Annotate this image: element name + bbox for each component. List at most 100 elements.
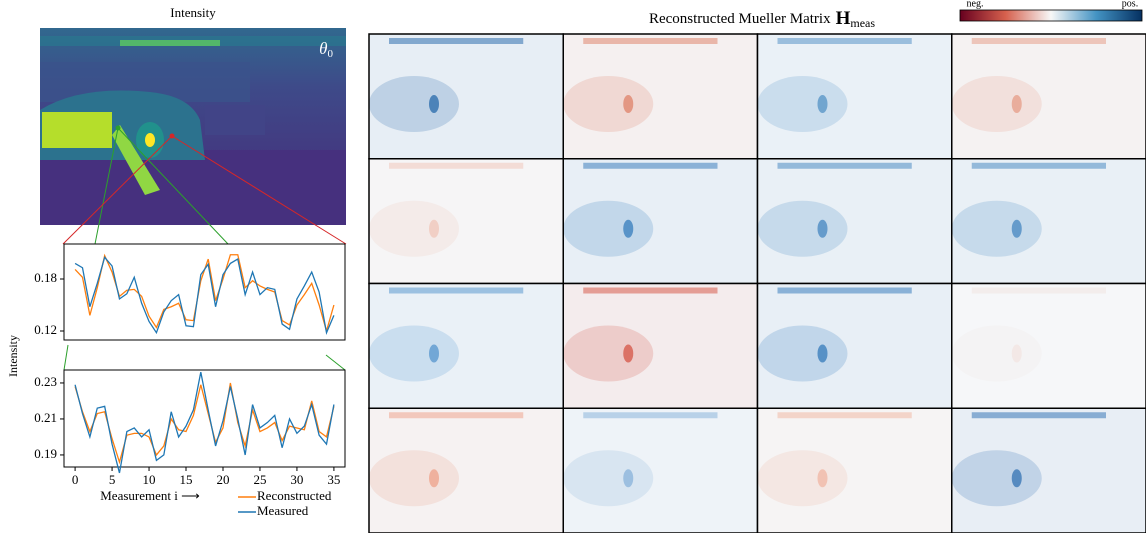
panel-wash bbox=[951, 283, 1146, 409]
x-tick-label: 20 bbox=[216, 472, 229, 487]
panel-shade bbox=[757, 325, 848, 382]
panel-wash bbox=[563, 158, 758, 284]
x-axis-label: Measurement i ⟶ bbox=[100, 488, 200, 503]
panel-band bbox=[971, 412, 1106, 419]
panel-band bbox=[389, 412, 524, 419]
theta-subscript: 0 bbox=[328, 48, 334, 60]
intensity-image bbox=[40, 28, 346, 225]
panel-band bbox=[583, 162, 718, 169]
panel-band bbox=[777, 38, 912, 44]
y-tick-label: 0.19 bbox=[34, 446, 57, 461]
panel-wash bbox=[951, 408, 1146, 533]
panel-shade bbox=[951, 76, 1042, 132]
mueller-panel bbox=[369, 283, 564, 409]
panel-spot bbox=[623, 344, 634, 363]
series-line bbox=[74, 382, 335, 465]
panel-band bbox=[777, 412, 912, 419]
mueller-grid bbox=[368, 33, 1146, 533]
panel-spot bbox=[817, 219, 828, 238]
panel-band bbox=[389, 162, 524, 169]
panel-wash bbox=[369, 158, 564, 284]
mueller-symbol: H bbox=[836, 8, 851, 29]
panel-wash bbox=[757, 34, 952, 159]
panel-shade bbox=[951, 200, 1042, 257]
panel-shade bbox=[757, 450, 848, 507]
panel-shade bbox=[757, 76, 848, 132]
mueller-panel bbox=[369, 34, 564, 159]
panel-spot bbox=[1011, 469, 1022, 488]
panel-wash bbox=[563, 408, 758, 533]
mueller-panel bbox=[369, 158, 564, 284]
panel-shade bbox=[757, 200, 848, 257]
mueller-panel bbox=[757, 408, 952, 533]
mueller-panel bbox=[563, 408, 758, 533]
panel-wash bbox=[563, 34, 758, 159]
x-tick-label: 15 bbox=[180, 472, 193, 487]
panel-wash bbox=[563, 283, 758, 409]
panel-shade bbox=[369, 200, 459, 257]
theta-label: θ0 bbox=[319, 39, 333, 60]
mueller-panel bbox=[951, 158, 1146, 284]
y-tick-label: 0.12 bbox=[34, 322, 57, 337]
y-tick-label: 0.18 bbox=[34, 270, 57, 285]
colorbar-neg: neg. bbox=[967, 0, 984, 9]
panel-spot bbox=[817, 95, 828, 113]
x-tick-label: 35 bbox=[327, 472, 340, 487]
legend-label: Reconstructed bbox=[257, 488, 332, 503]
mueller-panel bbox=[951, 283, 1146, 409]
panel-wash bbox=[757, 283, 952, 409]
mueller-panel bbox=[563, 283, 758, 409]
panel-spot bbox=[1011, 219, 1022, 238]
intensity-title: Intensity bbox=[170, 5, 216, 20]
mueller-panel bbox=[757, 283, 952, 409]
mueller-title-text: Reconstructed Mueller Matrix bbox=[649, 11, 831, 27]
y-tick-label: 0.23 bbox=[34, 374, 57, 389]
panel-shade bbox=[951, 325, 1042, 382]
series-line bbox=[74, 372, 335, 474]
panel-band bbox=[583, 287, 718, 294]
colorbar-pos: pos. bbox=[1122, 0, 1138, 9]
panel-wash bbox=[757, 158, 952, 284]
panel-shade bbox=[563, 325, 654, 382]
x-tick-label: 5 bbox=[109, 472, 116, 487]
panel-band bbox=[777, 162, 912, 169]
panel-spot bbox=[1011, 344, 1022, 363]
panel-shade bbox=[369, 325, 459, 382]
panel-shade bbox=[563, 450, 654, 507]
theta-symbol: θ bbox=[319, 39, 327, 58]
panel-spot bbox=[623, 469, 634, 488]
panel-spot bbox=[817, 469, 828, 488]
panel-shade bbox=[951, 450, 1042, 507]
panel-shade bbox=[563, 200, 654, 257]
panel-band bbox=[971, 162, 1106, 169]
panel-band bbox=[971, 287, 1106, 294]
panel-spot bbox=[623, 95, 634, 113]
x-tick-label: 10 bbox=[143, 472, 156, 487]
panel-spot bbox=[429, 469, 439, 488]
panel-band bbox=[777, 287, 912, 294]
panel-wash bbox=[951, 34, 1146, 159]
x-tick-label: 30 bbox=[290, 472, 303, 487]
mueller-panel bbox=[369, 408, 564, 533]
mueller-panel bbox=[757, 158, 952, 284]
panel-wash bbox=[369, 408, 564, 533]
mueller-title: Reconstructed Mueller Matrix Hmeas bbox=[649, 8, 875, 29]
panel-spot bbox=[623, 219, 634, 238]
mueller-subscript: meas bbox=[850, 16, 875, 30]
panel-wash bbox=[951, 158, 1146, 284]
panel-wash bbox=[369, 283, 564, 409]
panel-band bbox=[389, 287, 524, 294]
colorbar bbox=[959, 9, 1143, 22]
mueller-panel bbox=[951, 408, 1146, 533]
zoom-lines bbox=[62, 127, 347, 371]
panel-shade bbox=[369, 76, 459, 132]
mueller-panel bbox=[563, 34, 758, 159]
panel-shade bbox=[563, 76, 654, 132]
x-tick-label: 0 bbox=[72, 472, 79, 487]
panel-spot bbox=[429, 95, 439, 113]
panel-spot bbox=[1011, 95, 1022, 113]
panel-spot bbox=[817, 344, 828, 363]
panel-shade bbox=[369, 450, 459, 507]
